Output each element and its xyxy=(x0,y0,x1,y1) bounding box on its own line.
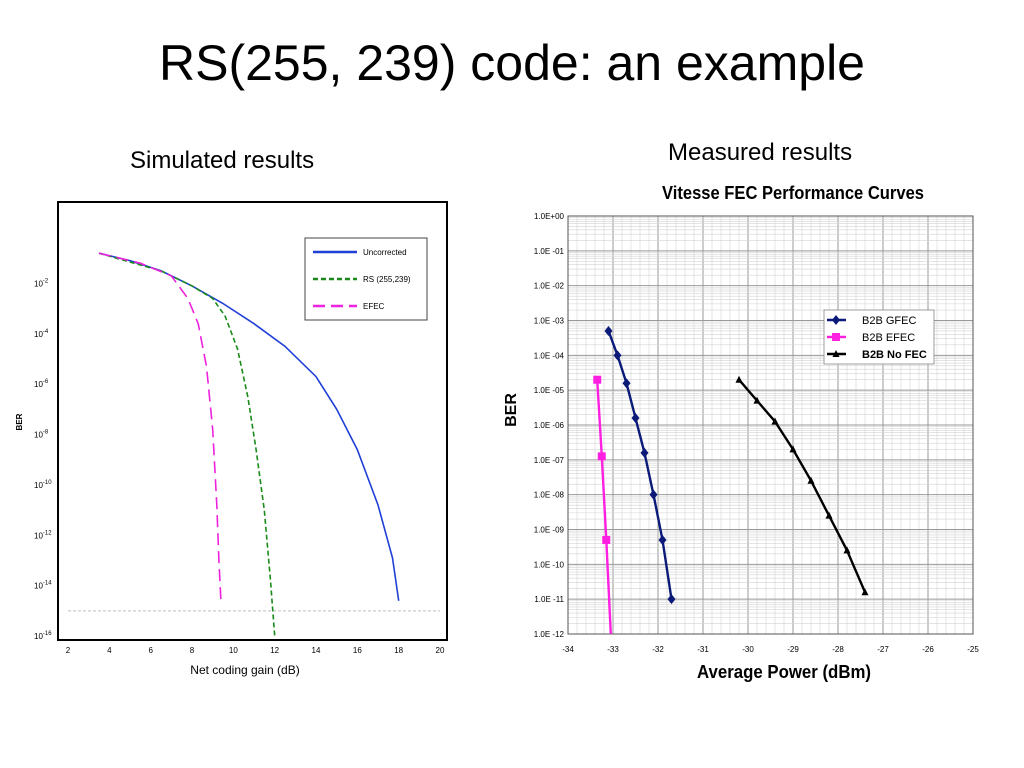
simulated-results-subtitle: Simulated results xyxy=(130,147,315,174)
x-tick-label: -27 xyxy=(877,645,889,654)
series-line-b2b-no-fec xyxy=(738,378,867,593)
x-tick-label: 6 xyxy=(148,646,153,655)
legend-marker xyxy=(832,333,840,341)
y-tick-label: 1.0E -06 xyxy=(534,421,565,430)
legend-label: B2B GFEC xyxy=(862,315,916,327)
data-point-b2b-gfec xyxy=(667,594,676,605)
x-tick-label: -25 xyxy=(967,645,979,654)
y-tick-label: 1.0E -07 xyxy=(534,456,565,465)
y-tick-label: 10-4 xyxy=(34,329,49,339)
x-tick-label: 4 xyxy=(107,646,112,655)
x-tick-label: -30 xyxy=(742,645,754,654)
series-line-b2b-efec xyxy=(596,379,612,635)
x-tick-label: -26 xyxy=(922,645,934,654)
legend-label: Uncorrected xyxy=(363,248,407,257)
x-axis-label: Average Power (dBm) xyxy=(697,662,871,682)
data-point-b2b-efec xyxy=(593,375,602,384)
data-point-b2b-no-fec xyxy=(753,396,761,404)
y-tick-label: 10-2 xyxy=(34,278,49,288)
data-point-b2b-efec xyxy=(597,452,606,461)
legend-label: B2B EFEC xyxy=(862,332,915,344)
x-tick-label: 2 xyxy=(66,646,71,655)
measured-results-subtitle: Measured results xyxy=(668,139,853,166)
x-tick-label: -31 xyxy=(697,645,709,654)
data-point-b2b-gfec xyxy=(649,489,658,500)
y-axis-label: BER xyxy=(15,413,24,430)
x-tick-label: 20 xyxy=(436,646,445,655)
y-tick-label: 1.0E -05 xyxy=(534,386,565,395)
x-tick-label: 16 xyxy=(353,646,362,655)
y-tick-label: 1.0E -10 xyxy=(534,560,565,569)
y-tick-label: 1.0E -11 xyxy=(534,595,564,604)
x-axis-label: Net coding gain (dB) xyxy=(190,663,299,677)
data-point-b2b-gfec xyxy=(604,325,613,336)
x-tick-label: 18 xyxy=(394,646,403,655)
y-tick-label: 10-8 xyxy=(34,430,49,440)
x-tick-label: -29 xyxy=(787,645,799,654)
simulated-ber-chart: 10-2 10-4 10-6 10-8 10-10 10-12 10-14 10-16 BER 2… xyxy=(15,201,448,677)
x-tick-label: -34 xyxy=(562,645,574,654)
x-tick-label: 10 xyxy=(229,646,238,655)
data-point-b2b-no-fec xyxy=(771,417,779,425)
x-tick-label: 14 xyxy=(312,646,321,655)
y-tick-label: 1.0E -03 xyxy=(534,317,565,326)
y-tick-label: 10-12 xyxy=(34,530,52,540)
legend-label: EFEC xyxy=(363,302,385,311)
y-tick-label: 10-6 xyxy=(34,379,49,389)
y-tick-label: 1.0E -12 xyxy=(534,630,565,639)
x-tick-label: -28 xyxy=(832,645,844,654)
data-point-b2b-gfec xyxy=(613,350,622,361)
data-point-b2b-no-fec xyxy=(807,476,815,484)
y-tick-label: 1.0E -02 xyxy=(534,282,565,291)
series-line-b2b-gfec xyxy=(607,330,673,600)
legend-marker xyxy=(832,350,840,357)
data-point-b2b-gfec xyxy=(640,447,649,458)
y-tick-label: 10-10 xyxy=(34,480,52,490)
y-tick-label: 1.0E -04 xyxy=(534,351,565,360)
y-tick-label: 10-16 xyxy=(34,631,52,641)
data-point-b2b-no-fec xyxy=(789,445,797,453)
x-tick-label: -32 xyxy=(652,645,664,654)
data-point-b2b-no-fec xyxy=(861,588,869,596)
series-line-rs-255-239- xyxy=(98,252,276,637)
data-point-b2b-efec xyxy=(602,535,611,544)
x-tick-label: -33 xyxy=(607,645,619,654)
measured-ber-chart: Vitesse FEC Performance Curves 1.0E+00 1.0… xyxy=(503,183,979,682)
y-tick-label: 1.0E+00 xyxy=(534,212,565,221)
plot-frame xyxy=(567,215,974,635)
chart-title: Vitesse FEC Performance Curves xyxy=(662,183,924,203)
y-axis-label: BER xyxy=(503,393,520,427)
y-tick-label: 10-14 xyxy=(34,581,52,591)
y-tick-label: 1.0E -09 xyxy=(534,526,565,535)
legend-label: B2B No FEC xyxy=(862,349,927,361)
x-tick-label: 12 xyxy=(270,646,279,655)
data-point-b2b-gfec xyxy=(631,413,640,424)
data-point-b2b-gfec xyxy=(658,534,667,545)
data-point-b2b-no-fec xyxy=(825,511,833,519)
legend-label: RS (255,239) xyxy=(363,275,411,284)
y-tick-label: 1.0E -08 xyxy=(534,491,565,500)
series-line-efec xyxy=(98,252,222,601)
data-point-b2b-gfec xyxy=(622,378,631,389)
x-tick-label: 8 xyxy=(190,646,195,655)
y-tick-label: 1.0E -01 xyxy=(534,247,565,256)
slide-title: RS(255, 239) code: an example xyxy=(159,35,865,91)
data-point-b2b-no-fec xyxy=(735,375,743,383)
legend-marker xyxy=(832,315,840,325)
data-point-b2b-no-fec xyxy=(843,546,851,554)
